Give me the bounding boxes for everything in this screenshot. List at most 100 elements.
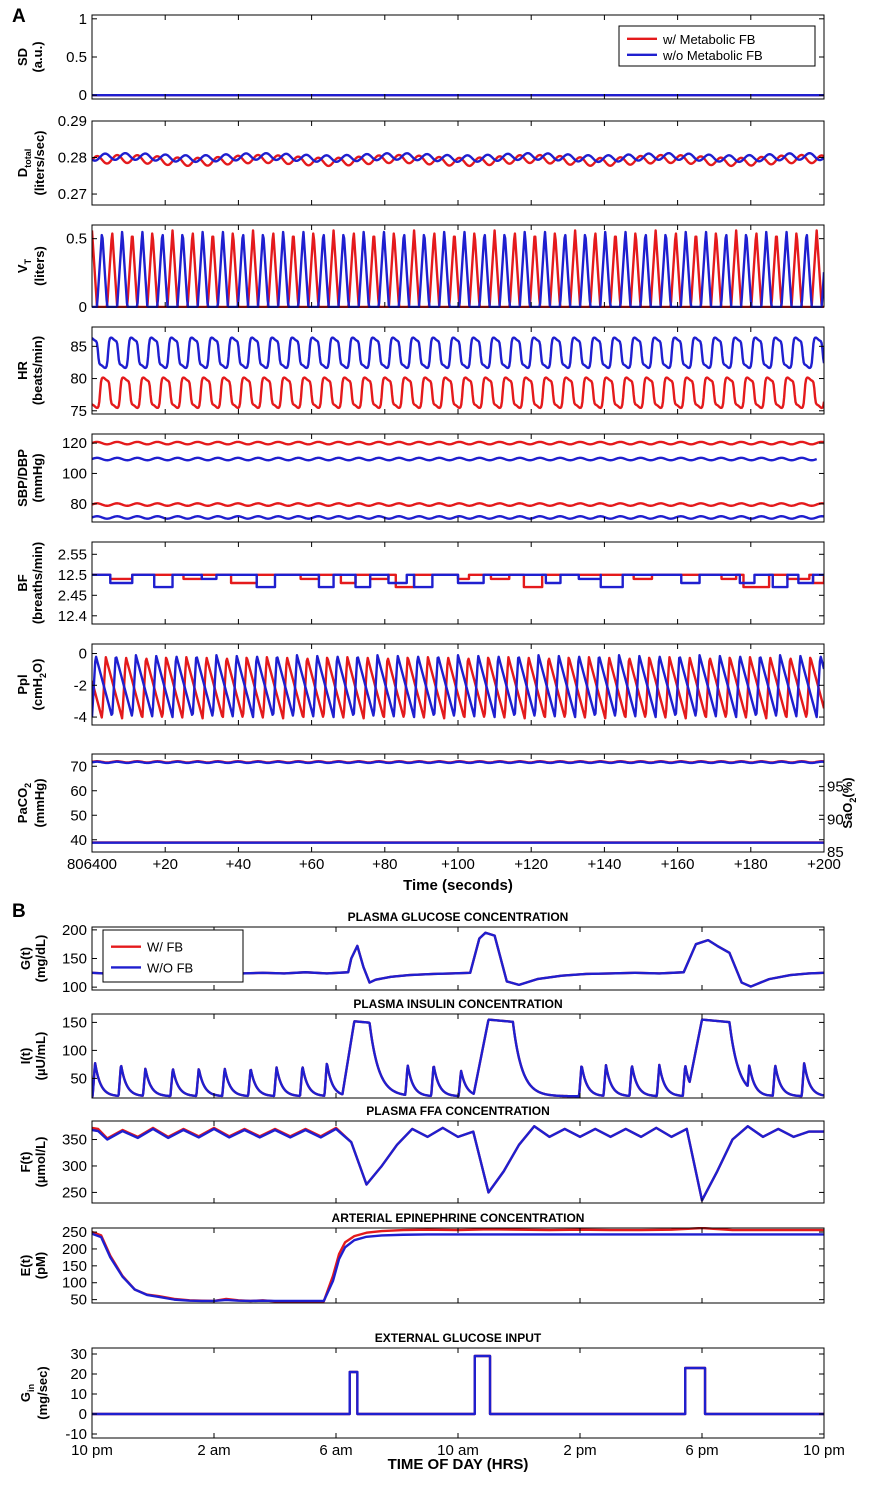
plot-VT: 00.5 <box>66 224 825 316</box>
ytick-label-G-0: 100 <box>62 979 87 996</box>
ylabel-E: E(t)(pM) <box>18 1252 48 1279</box>
series-HR-1 <box>92 336 824 370</box>
xtick-label-Gin-6: 10 pm <box>803 1442 845 1459</box>
ylabel-part-G-1: (mg/dL) <box>33 935 48 983</box>
ylabel-part-SD-0: SD <box>15 48 30 66</box>
ylabel-part-Gin-0: G <box>18 1392 33 1402</box>
panel-label-a: A <box>12 6 26 27</box>
xtick-label-Gas-3: +60 <box>299 856 324 873</box>
ytick-label-E-2: 150 <box>62 1258 87 1275</box>
ytick-label-BF-2: 12.5 <box>58 567 87 584</box>
ylabel-part-SD-1: (a.u.) <box>30 41 45 72</box>
xtick-label-Gas-8: +160 <box>661 856 695 873</box>
ylabel-part-Gin-1: in <box>26 1384 36 1392</box>
xlabel-Gin: TIME OF DAY (HRS) <box>388 1456 529 1473</box>
ylabel-part-E-1: (pM) <box>33 1252 48 1279</box>
ylabel-part-Ppl-3: O) <box>30 659 45 673</box>
ylabel-part-I-1: (µU/mL) <box>33 1032 48 1081</box>
ylabel-F: F(t)(µmol/L) <box>18 1137 48 1188</box>
ytick-label-BP-0: 80 <box>70 496 87 513</box>
series-Ppl-1 <box>92 654 824 719</box>
ylabel-part-VT-1: T <box>23 258 33 264</box>
ylabel-part-Dtotal-0: D <box>15 168 30 177</box>
plot-I: 50 100 150 PLASMA INSULIN CONCENTRATION <box>62 997 825 1099</box>
ylabel-part-Ppl-0: Ppl <box>15 674 30 694</box>
ylabel-part-Gas-1: 2 <box>23 783 33 788</box>
ylabel-text-E: E(t)(pM) <box>18 1252 48 1279</box>
ylabel-part-BF-0: BF <box>15 574 30 591</box>
ylabel-part-Gas-1: 2 <box>848 798 858 803</box>
ylabel-I: I(t)(µU/mL) <box>18 1032 48 1081</box>
ytick-label-I-1: 100 <box>62 1042 87 1059</box>
ytick-label-Gin-4: 30 <box>70 1346 87 1363</box>
legend-b-label-with: W/ FB <box>147 940 183 955</box>
title-I: PLASMA INSULIN CONCENTRATION <box>353 997 562 1011</box>
ylabel-part-HR-1: (beats/min) <box>30 336 45 405</box>
ytick-label-VT-0: 0 <box>79 299 87 316</box>
series-G-1 <box>92 931 824 988</box>
title-E: ARTERIAL EPINEPHRINE CONCENTRATION <box>332 1211 585 1225</box>
ylabel-part-Gas-2: (%) <box>840 777 855 797</box>
ylabel-text-Dtotal: Dtotal(liters/sec) <box>15 130 47 195</box>
ylabel-part-Dtotal-2: (liters/sec) <box>32 130 47 195</box>
series-BP-2 <box>92 502 824 507</box>
series-Gas-1 <box>92 760 824 765</box>
ylabel-part-BP-1: (mmHg) <box>30 453 45 502</box>
ytick-label-Gin-3: 20 <box>70 1366 87 1383</box>
ylabel-part-BF-1: (breaths/min) <box>30 542 45 624</box>
ylabel-part-BP-0: SBP/DBP <box>15 449 30 507</box>
ylabel-text-SD: SD(a.u.) <box>15 41 45 72</box>
ytick-right-label-Gas-2: 95 <box>827 779 844 796</box>
ytick-label-BF-0: 12.4 <box>58 608 87 625</box>
ylabel-HR: HR(beats/min) <box>15 336 45 405</box>
series-I-1 <box>92 1018 824 1098</box>
series-BP-3 <box>92 515 824 520</box>
xtick-label-Gin-5: 6 pm <box>685 1442 718 1459</box>
series-E-1 <box>92 1232 824 1303</box>
ytick-label-F-2: 350 <box>62 1132 87 1149</box>
legend-a: w/ Metabolic FBw/o Metabolic FB <box>618 25 816 67</box>
ylabel-part-HR-0: HR <box>15 361 30 380</box>
legend-b: W/ FB W/O FB <box>102 929 244 983</box>
series-BP-1 <box>92 456 818 462</box>
ylabel-text-Gas: PaCO2(mmHg) <box>15 778 47 827</box>
xtick-label-Gin-2: 6 am <box>319 1442 352 1459</box>
ytick-label-BP-2: 120 <box>62 435 87 452</box>
ytick-label-Gin-2: 10 <box>70 1386 87 1403</box>
ytick-label-E-1: 100 <box>62 1275 87 1292</box>
ylabel-part-VT-0: V <box>15 264 30 273</box>
ylabel-VT: VT(liters) <box>15 246 47 286</box>
ylabel-text-Gin: Gin(mg/sec) <box>18 1366 50 1419</box>
ylabel-Ppl: Ppl(cmH2O) <box>15 659 48 711</box>
ylabel-text-F: F(t)(µmol/L) <box>18 1137 48 1188</box>
ytick-label-HR-1: 80 <box>70 371 87 388</box>
ylabel-part-Ppl-1: (cmH <box>30 678 45 711</box>
ylabel-SD: SD(a.u.) <box>15 41 45 72</box>
plot-Gin: -10 0 10 20 30 10 pm 2 am 6 am 10 am 2 pm 6 pm 10 p… <box>65 1331 845 1473</box>
ytick-right-label-Gas-0: 85 <box>827 844 844 861</box>
ytick-label-Ppl-2: 0 <box>79 646 87 663</box>
ylabel-part-VT-2: (liters) <box>32 246 47 286</box>
ytick-label-BP-1: 100 <box>62 465 87 482</box>
ytick-label-BF-1: 2.45 <box>58 587 87 604</box>
axes-box-E <box>91 1227 825 1304</box>
ytick-label-Gas-0: 40 <box>70 832 87 849</box>
ytick-label-Gas-2: 60 <box>70 783 87 800</box>
xtick-label-Gin-0: 10 pm <box>71 1442 113 1459</box>
legend-b-label-without: W/O FB <box>147 960 193 975</box>
ytick-label-Ppl-0: -4 <box>74 709 87 726</box>
ylabel-Gin: Gin(mg/sec) <box>18 1366 50 1419</box>
ytick-label-Dtotal-0: 0.27 <box>58 186 87 203</box>
axes-box-I <box>91 1013 825 1099</box>
ylabel-part-Dtotal-1: total <box>23 149 33 168</box>
xtick-label-Gas-10: +200 <box>807 856 841 873</box>
xtick-label-Gas-7: +140 <box>588 856 622 873</box>
ytick-label-Ppl-1: -2 <box>74 677 87 694</box>
ytick-label-BF-3: 2.55 <box>58 546 87 563</box>
title-Gin: EXTERNAL GLUCOSE INPUT <box>375 1331 542 1345</box>
legend-a-label-with: w/ Metabolic FB <box>662 32 755 47</box>
xtick-label-Gas-1: +20 <box>152 856 177 873</box>
ylabel-part-F-1: (µmol/L) <box>33 1137 48 1188</box>
title-G: PLASMA GLUCOSE CONCENTRATION <box>348 910 569 924</box>
